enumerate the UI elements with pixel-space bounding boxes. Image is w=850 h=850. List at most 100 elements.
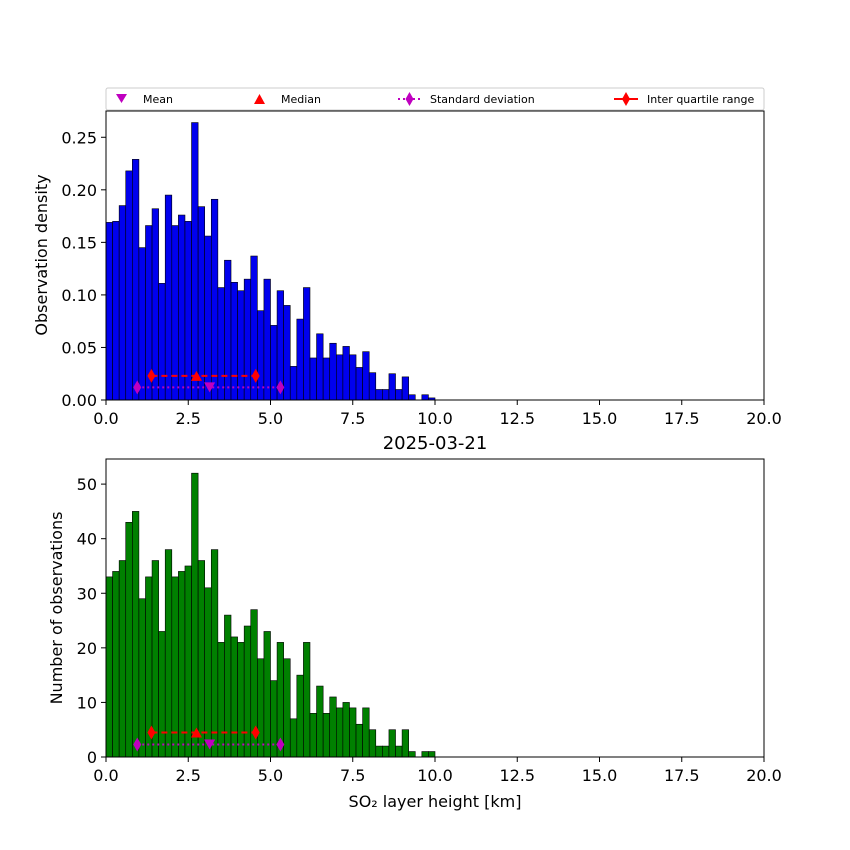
density-bar [296,318,304,401]
density-bar [349,354,357,401]
count-y-tick-label: 0 [87,748,97,767]
density-bar [138,247,146,401]
density-bar [355,367,363,401]
density-median-marker [190,370,202,381]
count-iqr-marker [251,725,260,740]
count-bar [184,565,192,758]
density-bar [243,278,252,401]
count-x-axis-title: SO₂ layer height [km] [349,792,522,811]
count-y-ticks: 0 10 20 30 40 50 [77,475,106,767]
count-x-tick-label: 20.0 [746,766,782,785]
density-y-tick-label: 0.20 [61,181,97,200]
count-bar [118,560,127,758]
density-y-tick-label: 0.25 [61,128,97,147]
density-y-tick-label: 0.15 [61,233,97,252]
density-bar [171,225,179,401]
density-x-ticks: 0.0 2.5 5.0 7.5 10.0 12.5 15.0 17.5 20.0 [93,400,782,428]
density-bar [191,122,199,401]
density-bar [368,372,377,401]
count-bar [158,631,166,758]
count-bar [210,549,219,758]
density-iqr-marker [147,368,156,383]
count-x-tick-label: 5.0 [258,766,283,785]
density-x-tick-label: 2.5 [176,409,201,428]
density-bar [270,325,278,401]
count-x-tick-label: 0.0 [93,766,118,785]
count-median-marker [190,727,202,738]
density-y-tick-label: 0.05 [61,338,97,357]
density-x-tick-label: 7.5 [340,409,365,428]
count-bar [257,658,265,758]
median-marker-icon [254,94,265,104]
density-bar [342,346,350,401]
density-bar [263,278,271,401]
count-bar [138,598,146,758]
legend: Mean Median Standard deviation Inter qua… [105,87,765,111]
density-bar [237,290,245,401]
count-stat-markers [133,725,285,752]
density-bar [335,354,344,401]
count-bar [164,549,173,758]
count-x-tick-label: 17.5 [664,766,700,785]
count-histogram-panel: 0.0 2.5 5.0 7.5 10.0 12.5 15.0 17.5 20.0 0 10 20 30… [47,458,782,811]
count-bar [335,707,344,758]
count-x-tick-label: 15.0 [582,766,618,785]
density-bar [184,221,192,401]
density-bar [421,394,429,401]
count-bar [401,729,409,758]
count-y-tick-label: 20 [77,639,97,658]
density-bar [112,221,120,401]
count-x-ticks: 0.0 2.5 5.0 7.5 10.0 12.5 15.0 17.5 20.0 [93,757,782,785]
density-bar [125,170,133,401]
density-bar [151,208,159,401]
density-stat-markers [133,368,285,395]
count-bar [283,658,291,758]
density-bar [316,333,324,401]
density-x-tick-label: 0.0 [93,409,118,428]
density-bar [105,222,113,401]
count-bar [349,707,357,758]
density-bar [322,357,331,401]
count-x-tick-label: 12.5 [499,766,535,785]
density-bar [230,281,238,401]
legend-frame [105,87,765,111]
std-marker-icon [405,92,414,106]
legend-label-mean: Mean [143,93,173,106]
density-bar [388,373,396,401]
density-x-tick-label: 20.0 [746,409,782,428]
count-y-tick-label: 10 [77,693,97,712]
count-y-tick-label: 40 [77,530,97,549]
count-bar [296,674,304,758]
density-bars [105,122,436,401]
density-bar [375,389,383,401]
count-bar [105,576,113,758]
density-bar [164,194,173,401]
density-x-tick-label: 15.0 [582,409,618,428]
count-bar [197,560,205,758]
density-bar [132,159,140,401]
density-iqr-marker [251,368,260,383]
count-bar [342,702,350,758]
count-iqr-marker [147,725,156,740]
density-bar [408,394,416,401]
count-std-marker [133,737,142,752]
density-bar [224,259,232,401]
count-bar [322,713,331,758]
count-bar [289,718,298,758]
count-bar [125,522,133,758]
density-x-tick-label: 12.5 [499,409,535,428]
density-y-tick-label: 0.10 [61,286,97,305]
density-bar [401,376,409,401]
count-bar [388,729,396,758]
count-bars [105,472,436,758]
count-bar [428,751,436,758]
density-bar [309,357,317,401]
count-bar [171,576,179,758]
density-y-axis-title: Observation density [32,174,51,335]
count-bar [191,472,199,758]
density-bar [210,198,219,401]
legend-label-iqr: Inter quartile range [647,93,754,106]
count-std-marker [276,737,285,752]
legend-label-median: Median [281,93,321,106]
count-bar [263,631,271,758]
